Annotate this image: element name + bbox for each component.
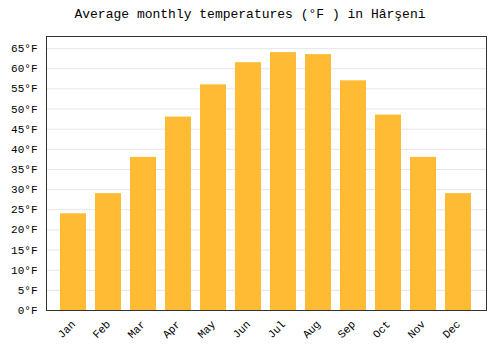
svg-text:Apr: Apr	[161, 318, 183, 340]
svg-text:Dec: Dec	[441, 318, 463, 340]
svg-text:Jun: Jun	[231, 318, 253, 340]
svg-text:30°F: 30°F	[11, 184, 37, 196]
svg-text:15°F: 15°F	[11, 245, 37, 257]
svg-text:0°F: 0°F	[18, 305, 38, 317]
svg-text:May: May	[196, 318, 219, 341]
svg-text:40°F: 40°F	[11, 144, 37, 156]
svg-text:Aug: Aug	[301, 318, 323, 340]
svg-text:10°F: 10°F	[11, 265, 37, 277]
html-text:Average monthly temperatures (: Average monthly temperatures (°F ) in Hâ…	[74, 7, 426, 22]
svg-text:Sep: Sep	[336, 318, 358, 340]
svg-text:65°F: 65°F	[11, 43, 37, 55]
svg-text:60°F: 60°F	[11, 63, 37, 75]
svg-text:55°F: 55°F	[11, 83, 37, 95]
svg-text:Oct: Oct	[371, 318, 393, 340]
svg-text:25°F: 25°F	[11, 204, 37, 216]
svg-text:Jul: Jul	[266, 318, 288, 340]
svg-text:Jan: Jan	[56, 318, 78, 340]
svg-text:Mar: Mar	[126, 318, 148, 340]
svg-text:35°F: 35°F	[11, 164, 37, 176]
svg-text:45°F: 45°F	[11, 124, 37, 136]
svg-text:20°F: 20°F	[11, 224, 37, 236]
svg-text:Feb: Feb	[91, 318, 113, 340]
svg-text:Nov: Nov	[406, 318, 429, 341]
svg-text:50°F: 50°F	[11, 104, 37, 116]
svg-text:5°F: 5°F	[18, 285, 38, 297]
